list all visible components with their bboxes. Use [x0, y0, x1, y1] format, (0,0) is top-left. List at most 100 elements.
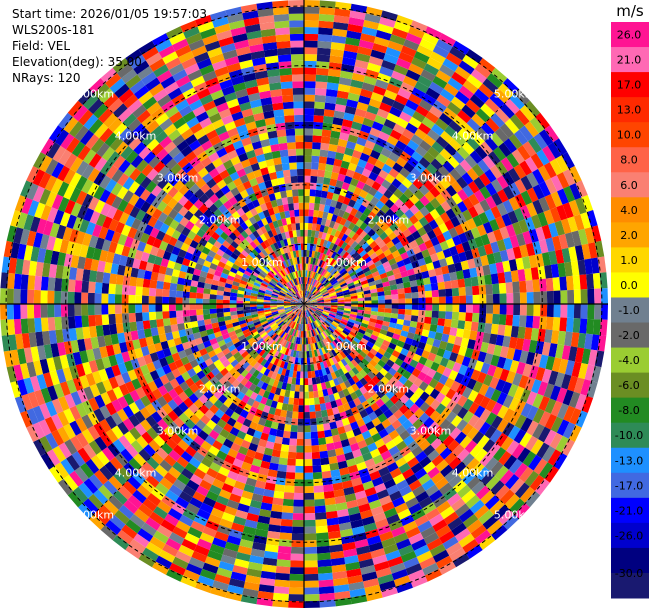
gate-cell [304, 256, 307, 264]
gate-cell [400, 361, 410, 371]
gate-cell [411, 292, 419, 299]
gate-cell [440, 506, 455, 520]
gate-cell [381, 434, 393, 445]
gate-cell [555, 249, 565, 264]
gate-cell [430, 236, 440, 247]
gate-cell [418, 381, 429, 392]
gate-cell [480, 490, 496, 505]
gate-cell [304, 304, 311, 308]
gate-cell [323, 308, 331, 311]
gate-cell [294, 391, 300, 399]
gate-cell [308, 270, 312, 278]
gate-cell [155, 288, 163, 297]
gate-cell [440, 200, 452, 213]
gate-cell [375, 248, 384, 257]
gate-cell [317, 306, 325, 309]
gate-cell [298, 398, 304, 406]
gate-cell [304, 301, 311, 304]
gate-cell [367, 379, 377, 388]
gate-cell [550, 191, 563, 208]
gate-cell [315, 518, 328, 527]
gate-cell [382, 339, 391, 347]
gate-cell [324, 299, 331, 302]
gate-cell [304, 304, 308, 311]
gate-cell [316, 259, 321, 267]
gate-cell [310, 300, 318, 303]
gate-cell [454, 372, 465, 384]
gate-cell [423, 444, 436, 457]
gate-cell [526, 391, 538, 406]
gate-cell [350, 308, 358, 313]
gate-cell [310, 431, 319, 439]
gate-cell [452, 40, 470, 55]
gate-cell [506, 293, 514, 304]
gate-cell [575, 410, 588, 428]
gate-cell [385, 380, 395, 390]
gate-cell [327, 343, 334, 351]
gate-cell [538, 165, 551, 182]
gate-cell [294, 472, 304, 480]
gate-cell [94, 304, 102, 315]
gate-cell [337, 305, 345, 309]
gate-cell [379, 272, 388, 279]
gate-cell [401, 276, 410, 283]
gate-cell [365, 328, 374, 335]
gate-cell [444, 172, 457, 185]
gate-cell [129, 321, 138, 332]
gate-cell [507, 210, 519, 225]
gate-cell [324, 305, 331, 307]
gate-cell [483, 352, 494, 365]
gate-cell [176, 316, 184, 325]
gate-cell [356, 257, 365, 265]
gate-cell [385, 331, 394, 338]
gate-cell [304, 378, 309, 386]
gate-cell [451, 192, 463, 205]
gate-cell [304, 0, 320, 8]
gate-cell [305, 290, 307, 298]
gate-cell [345, 37, 361, 47]
gate-cell [323, 330, 330, 337]
gate-cell [567, 375, 579, 392]
gate-cell [531, 214, 542, 229]
gate-cell [367, 248, 376, 257]
gate-cell [304, 304, 308, 310]
gate-cell [404, 292, 412, 299]
gate-cell [323, 280, 330, 286]
gate-cell [304, 202, 310, 210]
gate-cell [374, 159, 386, 170]
gate-cell [421, 478, 436, 491]
gate-cell [323, 295, 331, 299]
gate-cell [322, 331, 328, 338]
gate-cell [327, 326, 335, 333]
gate-cell [439, 64, 455, 78]
gate-cell [349, 351, 357, 360]
gate-cell [478, 211, 490, 225]
gate-cell [326, 157, 335, 166]
gate-cell [327, 335, 334, 343]
gate-cell [557, 403, 569, 420]
gate-cell [467, 358, 478, 370]
gate-cell [449, 271, 458, 281]
gate-cell [404, 209, 415, 219]
gate-cell [529, 116, 545, 134]
gate-cell [512, 281, 520, 294]
gate-cell [458, 251, 468, 263]
gate-cell [340, 331, 348, 339]
gate-cell [424, 283, 432, 292]
gate-cell [480, 122, 495, 137]
gate-cell [429, 275, 438, 284]
gate-cell [337, 239, 345, 248]
gate-cell [344, 296, 352, 300]
gate-cell [310, 285, 315, 293]
gate-cell [339, 322, 347, 328]
gate-cell [370, 314, 378, 320]
gate-cell [337, 390, 346, 399]
gate-cell [566, 275, 574, 291]
gate-cell [462, 539, 479, 554]
gate-cell [358, 174, 369, 184]
gate-cell [532, 199, 544, 215]
gate-cell [526, 202, 538, 217]
gate-cell [499, 249, 509, 262]
gate-cell [304, 87, 316, 95]
gate-cell [549, 158, 563, 176]
